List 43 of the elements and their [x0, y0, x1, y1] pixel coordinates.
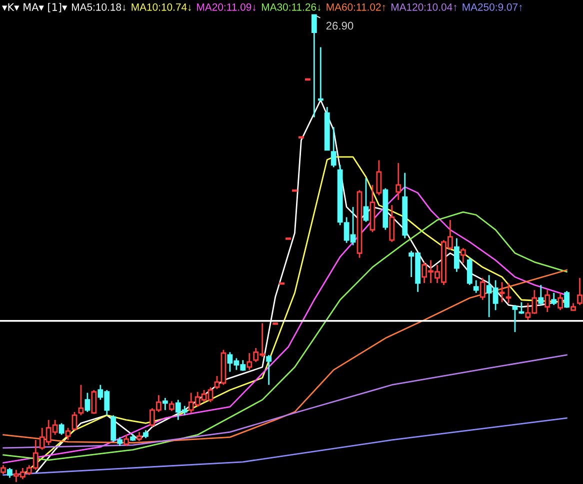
text: ▾K▾ MA▾ [1]▾: [2, 2, 68, 12]
candlestick: [363, 177, 369, 223]
candlestick: [538, 284, 544, 306]
candlestick: [168, 400, 174, 412]
candlestick: [376, 160, 382, 196]
candlestick: [162, 397, 168, 411]
text: MA60:11.02↑: [326, 3, 386, 12]
candlestick: [78, 384, 84, 416]
text: MA20:11.09↓: [197, 3, 256, 12]
candlestick: [473, 280, 479, 294]
candlestick: [72, 411, 78, 431]
candlestick: [512, 304, 518, 333]
text: MA30:11.26↓: [262, 3, 320, 12]
candlestick: [389, 204, 395, 243]
candlestick: [58, 422, 64, 436]
annotation: 26.90: [326, 22, 354, 30]
text: MA10:10.74↓: [132, 3, 191, 12]
candlestick: [330, 126, 336, 168]
text: MA250:9.07↑: [462, 3, 522, 12]
candlestick: [499, 281, 505, 303]
candlestick: [318, 46, 324, 101]
candlestick: [124, 434, 130, 447]
candlestick: [311, 14, 317, 118]
text: MA5:10.18↓: [72, 3, 126, 12]
candlestick: [91, 389, 97, 415]
candlestick: [460, 247, 466, 264]
candlestick: [480, 277, 486, 301]
candlestick: [246, 352, 252, 371]
candlestick: [396, 162, 402, 201]
candlestick: [564, 290, 570, 309]
candlestick: [518, 302, 524, 315]
text: MA120:10.04↑: [391, 3, 456, 12]
candlestick: [65, 427, 71, 441]
candlestick: [7, 467, 12, 478]
candlestick: [558, 292, 564, 311]
candlestick: [266, 354, 272, 386]
candlestick: [577, 277, 582, 306]
candlestick: [84, 392, 90, 413]
candlestick: [454, 238, 460, 273]
candlestick: [506, 282, 512, 304]
candlestick: [466, 257, 472, 286]
candlestick: [551, 292, 557, 306]
candlestick: [544, 289, 550, 313]
